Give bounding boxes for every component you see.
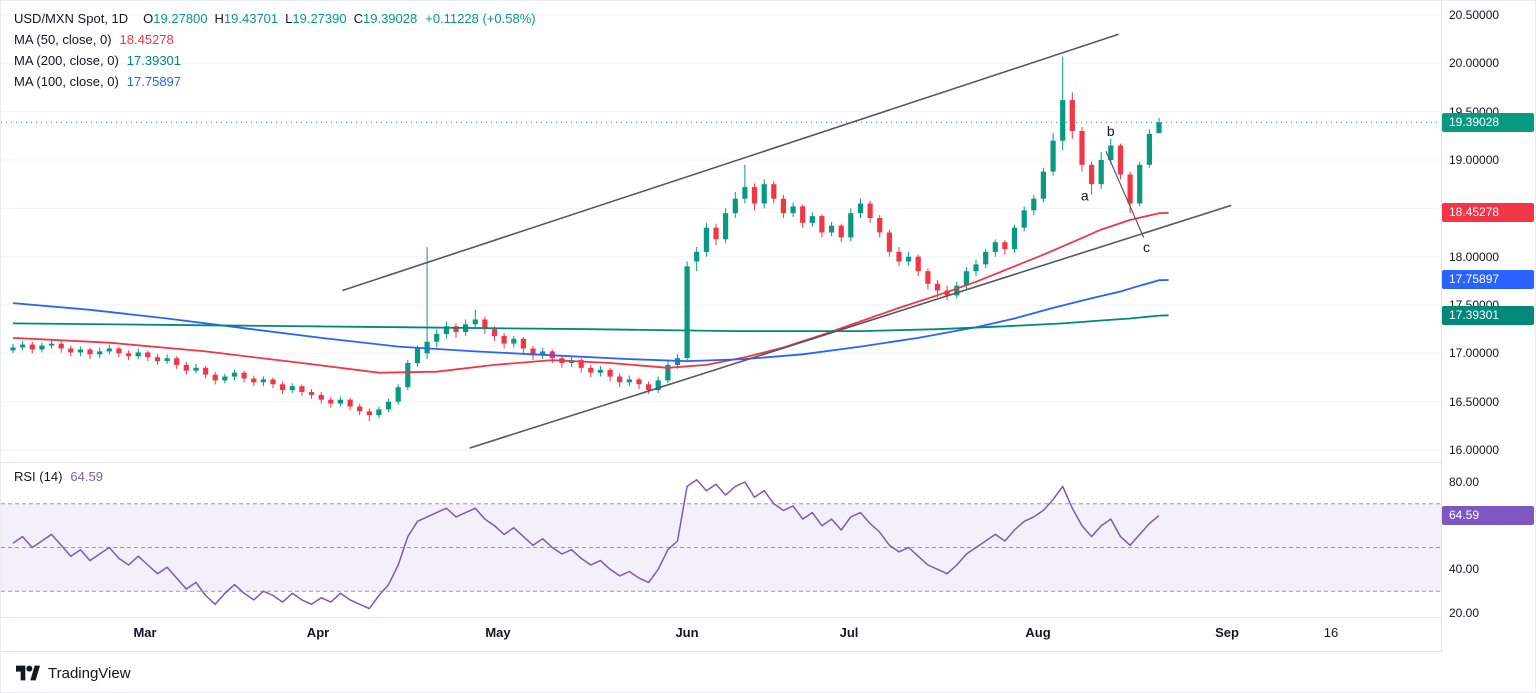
time-axis-label-aug[interactable]: Aug bbox=[1025, 625, 1051, 640]
ma50-line[interactable] bbox=[12, 212, 1169, 374]
trendline-channel-upper[interactable] bbox=[342, 33, 1119, 292]
time-axis-label-mar[interactable]: Mar bbox=[133, 625, 157, 640]
price-axis-label: 19.00000 bbox=[1449, 153, 1500, 167]
ma-200-row: MA (200, close, 0) 17.39301 bbox=[14, 50, 536, 71]
ma100-badge: 17.75897 bbox=[1442, 270, 1534, 290]
high-value: 19.43701 bbox=[223, 11, 279, 26]
ohlc-row: USD/MXN Spot, 1D O19.27800 H19.43701 L19.27… bbox=[14, 8, 536, 29]
ma-50-label[interactable]: MA (50, close, 0) bbox=[14, 32, 112, 47]
tradingview-wordmark[interactable]: TradingView bbox=[48, 664, 131, 682]
price-axis-label: 20.00000 bbox=[1449, 56, 1500, 71]
open-value: 19.27800 bbox=[153, 11, 208, 26]
price-axis-label: 17.00000 bbox=[1449, 346, 1500, 361]
time-axis-label-jun[interactable]: Jun bbox=[675, 625, 699, 640]
high-label: H bbox=[214, 11, 224, 26]
price-axis[interactable]: 20.5000020.0000019.5000019.0000018.50000… bbox=[1442, 1, 1535, 652]
rsi-axis-label: 40.00 bbox=[1449, 562, 1480, 577]
price-axis-label: 18.00000 bbox=[1449, 249, 1500, 264]
rsi-label[interactable]: RSI (14) bbox=[14, 469, 63, 484]
ma-100-label[interactable]: MA (100, close, 0) bbox=[14, 74, 119, 89]
price-axis-label: 16.00000 bbox=[1449, 443, 1500, 457]
ma50-badge: 18.45278 bbox=[1442, 203, 1534, 223]
tradingview-logo-icon[interactable] bbox=[16, 664, 40, 682]
rsi-line[interactable] bbox=[12, 479, 1160, 610]
wave-label-c[interactable]: c bbox=[1143, 239, 1150, 255]
last-price-badge: 19.39028 bbox=[1442, 112, 1534, 132]
ma-200-label[interactable]: MA (200, close, 0) bbox=[14, 53, 119, 68]
bottom-bar: TradingView bbox=[1, 652, 1535, 692]
ma200-line[interactable] bbox=[12, 314, 1169, 333]
ma-50-row: MA (50, close, 0) 18.45278 bbox=[14, 29, 536, 50]
rsi-value: 64.59 bbox=[70, 469, 103, 484]
time-axis-label-apr[interactable]: Apr bbox=[306, 625, 330, 640]
rsi-axis-label: 20.00 bbox=[1449, 606, 1480, 620]
pane-divider[interactable] bbox=[1, 462, 1441, 463]
wave-label-a[interactable]: a bbox=[1081, 188, 1089, 204]
price-axis-label: 16.50000 bbox=[1449, 394, 1500, 409]
low-label: L bbox=[285, 11, 293, 26]
time-axis-label-sep[interactable]: Sep bbox=[1215, 625, 1239, 640]
change-value: +0.11228 (+0.58%) bbox=[425, 11, 536, 26]
rsi-band bbox=[1, 503, 1441, 592]
ma-100-value: 17.75897 bbox=[126, 74, 182, 89]
ma-50-value: 18.45278 bbox=[119, 32, 174, 47]
time-axis-label-jul[interactable]: Jul bbox=[839, 625, 859, 640]
price-chart-pane[interactable]: a b c bbox=[1, 1, 1441, 462]
ma-200-value: 17.39301 bbox=[126, 53, 182, 68]
symbol-title[interactable]: USD/MXN Spot, 1D bbox=[14, 11, 129, 26]
candlestick-series[interactable] bbox=[10, 56, 1162, 421]
trendline-channel-lower[interactable] bbox=[469, 204, 1232, 449]
wave-label-b[interactable]: b bbox=[1107, 123, 1115, 139]
time-axis-label-may[interactable]: May bbox=[485, 625, 511, 640]
close-label: C bbox=[353, 11, 363, 26]
ma200-badge: 17.39301 bbox=[1442, 305, 1534, 325]
symbol-legend: USD/MXN Spot, 1D O19.27800 H19.43701 L19.27… bbox=[14, 8, 536, 92]
price-axis-divider bbox=[1441, 1, 1442, 652]
trendline-bc-line[interactable] bbox=[1105, 151, 1145, 238]
rsi-axis-label: 80.00 bbox=[1449, 475, 1480, 489]
price-axis-label: 20.50000 bbox=[1449, 8, 1500, 22]
close-value: 19.39028 bbox=[363, 11, 418, 26]
ma-100-row: MA (100, close, 0) 17.75897 bbox=[14, 71, 536, 92]
time-axis-divider bbox=[1, 617, 1535, 618]
time-axis-label-16[interactable]: 16 bbox=[1323, 625, 1339, 640]
time-axis[interactable]: Mar Apr May Jun Jul Aug Sep 16 bbox=[1, 618, 1441, 651]
open-label: O bbox=[143, 11, 154, 26]
rsi-pane[interactable] bbox=[1, 462, 1441, 617]
ma100-line[interactable] bbox=[12, 279, 1169, 363]
rsi-legend: RSI (14) 64.59 bbox=[14, 469, 103, 484]
low-value: 19.27390 bbox=[292, 11, 347, 26]
bottom-bar-divider bbox=[1, 651, 1535, 652]
rsi-value-badge: 64.59 bbox=[1442, 506, 1534, 526]
